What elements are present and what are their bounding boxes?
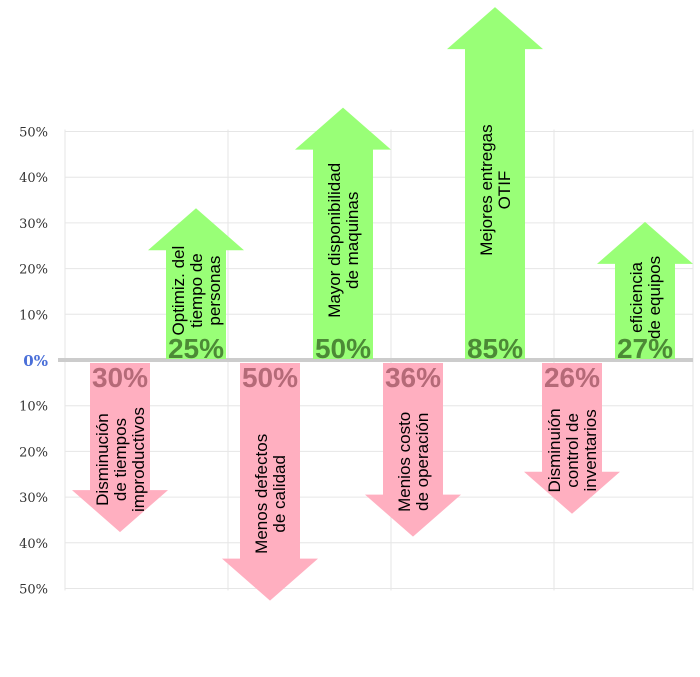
increase-3-label-line: Mejores entregas xyxy=(477,124,496,255)
decrease-2-percent-label: 50% xyxy=(242,362,298,393)
y-tick-label: 40% xyxy=(19,537,48,552)
decrease-1-label-line: de tiempos xyxy=(111,418,130,501)
grid-lines xyxy=(58,129,694,591)
increase-1-percent-label: 25% xyxy=(168,333,224,364)
increase-3-percent-label: 85% xyxy=(467,333,523,364)
decrease-3-label-line: Menios costo xyxy=(395,412,414,512)
y-tick-label: 40% xyxy=(19,171,48,186)
decrease-1-label: Disminución de tiempos improductivos xyxy=(93,407,148,512)
y-tick-label: 10% xyxy=(19,308,48,323)
increase-1-label-line: Optimiz. del xyxy=(169,246,188,336)
increase-2-percent-label: 50% xyxy=(315,333,371,364)
increase-1-label: Optimiz. del tiempo de personas xyxy=(169,246,224,336)
y-tick-label: 50% xyxy=(19,126,48,141)
increase-4-percent-label: 27% xyxy=(617,333,673,364)
arrow-series: 25%Optimiz. del tiempo de personas50%Mayor… xyxy=(72,7,693,601)
increase-4-label-line: eficiencia xyxy=(627,261,646,332)
increase-4-arrow-shape xyxy=(597,221,693,359)
increase-4-arrow: 27%eficiencia de equipos xyxy=(597,221,693,364)
decrease-3-arrow: 36% Menios costo de operación xyxy=(365,362,461,537)
decrease-4-label: Disminuión control de inventarios xyxy=(545,408,600,492)
decrease-1-label-line: Disminución xyxy=(93,413,112,506)
increase-1-arrow-shape xyxy=(148,208,244,359)
decrease-2-label-line: Menos defectos xyxy=(252,434,271,554)
decrease-4-label-line: inventarios xyxy=(581,409,600,491)
decrease-1-label-line: improductivos xyxy=(129,407,148,512)
increase-3-label: Mejores entregas OTIF xyxy=(477,124,514,255)
increase-2-arrow-shape xyxy=(295,107,391,360)
decrease-4-percent-label: 26% xyxy=(544,362,600,393)
decrease-2-arrow: 50% Menos defectos de calidad xyxy=(222,362,318,601)
increase-1-arrow: 25%Optimiz. del tiempo de personas xyxy=(148,208,244,364)
decrease-4-arrow-shape xyxy=(524,363,620,514)
decrease-1-arrow-shape xyxy=(72,363,168,533)
increase-1-label-line: personas xyxy=(205,256,224,326)
y-tick-label: 20% xyxy=(19,445,48,460)
y-tick-label: 10% xyxy=(19,400,48,415)
decrease-3-label-line: de operación xyxy=(413,413,432,511)
increase-2-label: Mayor disponibilidad de maquinas xyxy=(325,163,362,318)
increase-2-arrow: 50% Mayor disponibilidad de maquinas xyxy=(295,107,391,364)
decrease-1-percent-label: 30% xyxy=(92,362,148,393)
decrease-1-arrow: 30% Disminución de tiempos improductivos xyxy=(72,362,168,533)
increase-2-label-line: de maquinas xyxy=(343,192,362,289)
y-tick-label: 30% xyxy=(19,491,48,506)
y-tick-zero: 0% xyxy=(23,352,48,370)
decrease-3-percent-label: 36% xyxy=(385,362,441,393)
decrease-4-label-line: Disminuión xyxy=(545,408,564,492)
increase-1-label-line: tiempo de xyxy=(187,253,206,328)
increase-3-arrow-shape xyxy=(447,7,543,360)
y-axis-ticks: 50% 40% 30% 20% 10% 0% 10% 20% 30% 40% 50% xyxy=(19,126,48,598)
y-tick-label: 20% xyxy=(19,263,48,278)
increase-2-label-line: Mayor disponibilidad xyxy=(325,163,344,318)
decrease-4-arrow: 26% Disminuión control de inventarios xyxy=(524,362,620,514)
decrease-2-label: Menos defectos de calidad xyxy=(252,434,289,554)
increase-3-label-line: OTIF xyxy=(495,171,514,210)
increase-3-arrow: 85% Mejores entregas OTIF xyxy=(447,7,543,364)
decrease-3-arrow-shape xyxy=(365,363,461,537)
increase-4-label: eficiencia de equipos xyxy=(627,256,664,339)
decrease-4-label-line: control de xyxy=(563,413,582,488)
y-tick-label: 50% xyxy=(19,583,48,598)
decrease-2-arrow-shape xyxy=(222,363,318,601)
decrease-3-label: Menios costo de operación xyxy=(395,412,432,512)
increase-4-label-line: de equipos xyxy=(645,256,664,339)
decrease-2-label-line: de calidad xyxy=(270,455,289,533)
y-tick-label: 30% xyxy=(19,217,48,232)
